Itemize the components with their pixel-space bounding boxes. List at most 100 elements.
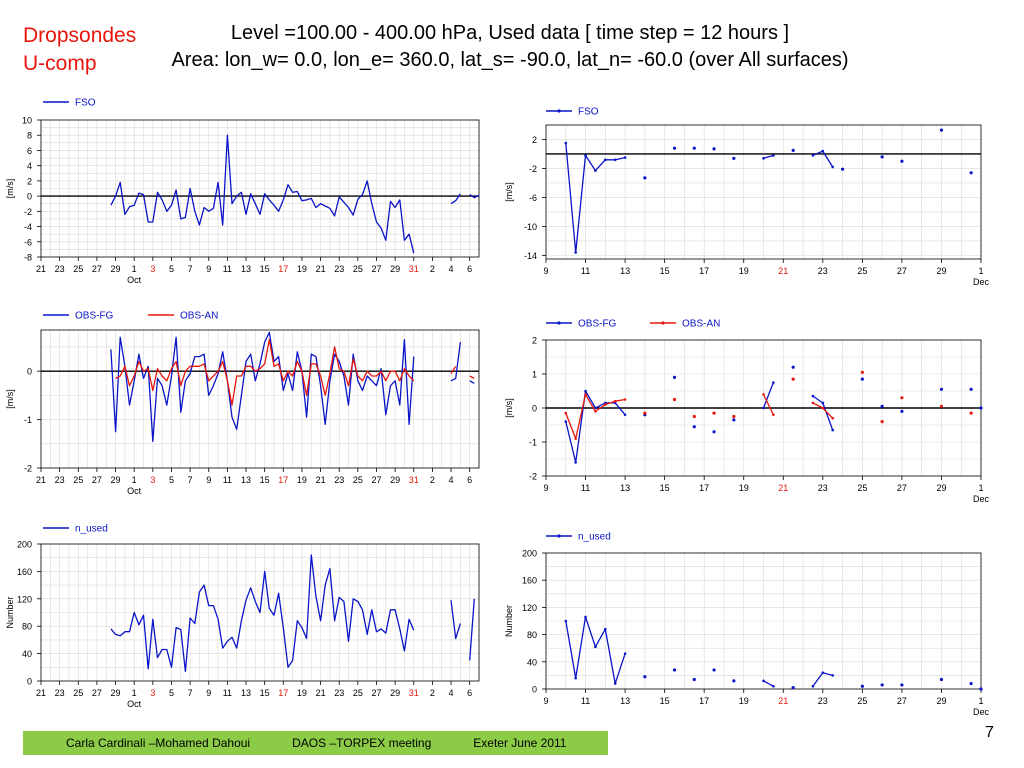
data-point (880, 420, 884, 424)
x-tick-label: 25 (353, 475, 363, 485)
y-tick-label: 40 (527, 657, 537, 667)
data-point (900, 396, 904, 400)
data-point (791, 365, 795, 369)
chart-left-obs: -2-10[m/s]21 23 25 27 29 1 3 5 7 9 11 13 15 17 19 21 23 2… (5, 311, 480, 496)
x-tick-label: 19 (739, 696, 749, 706)
x-tick-label: 25 (353, 264, 363, 274)
x-tick-label: 4 (449, 475, 454, 485)
data-point (564, 411, 568, 415)
x-tick-label: 21 (778, 483, 788, 493)
y-tick-label: -6 (529, 193, 537, 203)
x-tick-label: 29 (111, 475, 121, 485)
data-point (791, 686, 795, 690)
x-tick-label: 25 (857, 696, 867, 706)
data-point (772, 684, 775, 688)
x-tick-label: 11 (223, 264, 232, 274)
data-point (821, 406, 825, 410)
x-tick-label: 23 (55, 688, 65, 698)
series-line (565, 616, 626, 685)
x-tick-label: 17 (278, 688, 288, 698)
y-tick-label: 8 (27, 131, 32, 141)
x-tick-label: 31 (409, 264, 419, 274)
x-tick-label: 27 (371, 475, 381, 485)
footer-bar: Carla Cardinali –Mohamed Dahoui DAOS –TO… (23, 731, 608, 755)
data-point (939, 404, 944, 408)
data-point (900, 409, 904, 413)
y-tick-label: 80 (22, 622, 32, 632)
data-point (762, 679, 765, 683)
data-point (712, 147, 716, 151)
page-title: Level =100.00 - 400.00 hPa, Used data [ … (230, 22, 790, 44)
data-point (584, 154, 587, 157)
y-tick-label: 200 (17, 540, 32, 550)
data-point (604, 403, 607, 406)
y-axis-label: Number (504, 605, 514, 637)
y-tick-label: 200 (522, 549, 537, 559)
series-line (469, 194, 480, 199)
data-point (643, 675, 647, 679)
x-tick-label: 19 (297, 688, 307, 698)
x-tick-label: 13 (241, 688, 251, 698)
data-point (712, 430, 716, 434)
x-tick-label: 5 (169, 264, 174, 274)
x-tick-label: 2 (430, 264, 435, 274)
y-tick-label: 2 (532, 336, 537, 346)
x-tick-label: 17 (699, 483, 709, 493)
x-tick-label: 3 (150, 264, 155, 274)
legend-label: OBS-FG (578, 319, 617, 330)
legend-marker (557, 321, 561, 325)
data-point (969, 681, 973, 686)
data-point (692, 146, 696, 150)
x-tick-label: 11 (581, 696, 590, 706)
data-point (860, 370, 864, 374)
y-axis-label: [m/s] (5, 389, 15, 409)
data-point (613, 158, 617, 162)
y-tick-label: 6 (27, 146, 32, 156)
series-line (469, 598, 475, 661)
y-tick-label: 1 (532, 370, 537, 380)
data-point (692, 414, 696, 419)
x-tick-label: 21 (778, 266, 788, 276)
data-point (623, 398, 627, 401)
x-tick-label: 4 (449, 688, 454, 698)
data-point (623, 652, 627, 655)
x-tick-label: 1 (978, 483, 983, 493)
y-tick-label: -6 (24, 237, 32, 247)
x-tick-label: 29 (390, 688, 400, 698)
x-tick-label: 11 (581, 483, 590, 493)
x-tick-label: 13 (620, 696, 630, 706)
x-tick-label: 9 (206, 688, 211, 698)
data-point (860, 377, 864, 381)
data-point (979, 406, 983, 410)
data-point (762, 406, 765, 410)
x-tick-label: 27 (897, 483, 907, 493)
y-tick-label: -1 (24, 415, 32, 425)
x-tick-label: 7 (188, 264, 193, 274)
x-tick-label: 19 (297, 475, 307, 485)
data-point (811, 684, 815, 688)
x-tick-label: 25 (73, 688, 83, 698)
data-point (831, 416, 835, 420)
x-tick-label: 4 (449, 264, 454, 274)
legend-label: FSO (578, 107, 599, 118)
data-point (811, 394, 815, 398)
data-point (811, 154, 815, 157)
legend-label: OBS-FG (75, 311, 114, 322)
data-point (939, 387, 944, 391)
data-point (831, 674, 835, 677)
data-point (831, 165, 835, 169)
series-line (762, 382, 775, 409)
data-point (860, 684, 864, 688)
series-line (110, 554, 415, 673)
series-line (450, 193, 461, 205)
x-tick-label: 6 (467, 688, 472, 698)
month-label: Dec (973, 494, 990, 504)
data-point (939, 128, 944, 132)
data-point (712, 668, 716, 672)
data-point (969, 387, 973, 391)
data-point (880, 683, 884, 687)
series-line (763, 154, 774, 159)
plot-frame (40, 543, 480, 682)
x-tick-label: 1 (132, 475, 137, 485)
